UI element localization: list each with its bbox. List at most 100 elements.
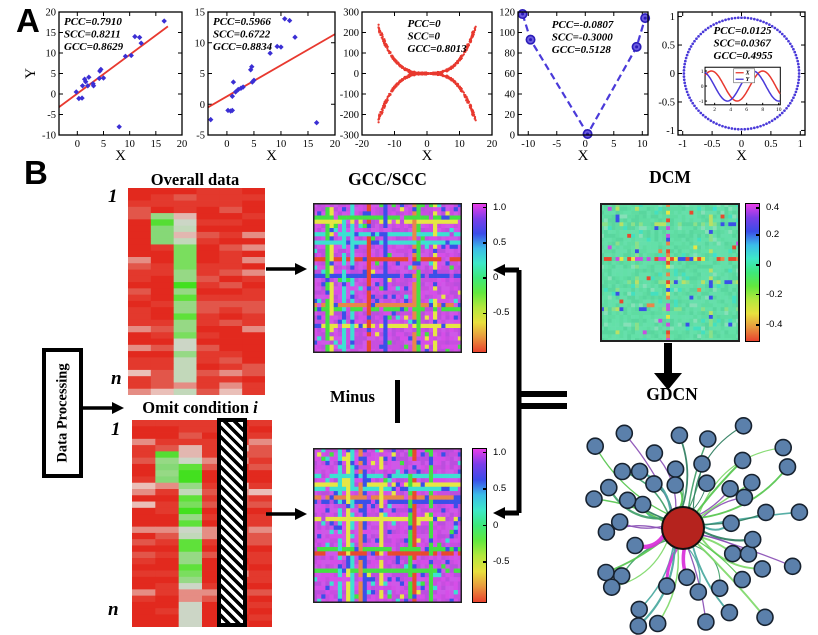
data-processing-label: Data Processing <box>54 363 70 463</box>
svg-text:5: 5 <box>101 139 106 150</box>
svg-text:80: 80 <box>505 49 516 60</box>
omit-condition-title: Omit condition i <box>116 399 284 416</box>
svg-text:GCC=0.4955: GCC=0.4955 <box>714 50 774 62</box>
svg-text:10: 10 <box>195 38 206 49</box>
svg-text:2: 2 <box>713 107 716 113</box>
svg-text:5: 5 <box>200 69 205 80</box>
svg-text:-10: -10 <box>521 139 535 150</box>
svg-text:GCC=0.8629: GCC=0.8629 <box>64 41 124 53</box>
omit-first-row-label: 1 <box>111 419 121 440</box>
svg-text:PCC=0.0125: PCC=0.0125 <box>714 25 772 37</box>
svg-text:6: 6 <box>745 107 748 113</box>
arrow-right-icon <box>266 508 307 520</box>
svg-text:10: 10 <box>46 49 57 60</box>
svg-text:-20: -20 <box>355 139 369 150</box>
omit-last-row-label: n <box>108 599 119 620</box>
colorbar-gcc-bottom: 1.0 0.5 0 -0.5 <box>472 448 509 603</box>
svg-text:0: 0 <box>51 90 56 101</box>
svg-text:-10: -10 <box>42 131 56 142</box>
gcc-scc-matrix-overall <box>313 203 463 358</box>
svg-text:60: 60 <box>505 69 516 80</box>
vshape-plot-4: -10 -5 0 5 10 0 20 40 60 80 100 120 PCC=-0.0807 SCC=-… <box>484 4 655 170</box>
svg-text:100: 100 <box>343 49 359 60</box>
svg-text:-5: -5 <box>552 139 561 150</box>
svg-text:4: 4 <box>729 107 732 113</box>
omit-condition-variable: i <box>253 398 258 417</box>
svg-text:-0.5: -0.5 <box>658 97 675 108</box>
scatter-plot-1: 0 5 10 15 20 -10 -5 0 5 10 15 20 PCC=0.7910 SCC=0.821… <box>23 4 189 170</box>
arrow-right-icon <box>83 402 124 414</box>
svg-text:5: 5 <box>611 139 616 150</box>
svg-text:10: 10 <box>276 139 287 150</box>
svg-text:-100: -100 <box>340 90 359 101</box>
svg-text:0: 0 <box>354 69 359 80</box>
svg-text:X: X <box>115 148 126 164</box>
colorbar-gcc-top: 1.0 0.5 0 -0.5 <box>472 202 509 353</box>
svg-text:120: 120 <box>499 8 515 19</box>
svg-text:GCC=0.5128: GCC=0.5128 <box>552 44 612 56</box>
curve-plot-3: -20 -10 0 10 20 -300 -200 -100 0 100 200 300 PCC=0 SC… <box>328 4 499 170</box>
svg-text:-1: -1 <box>666 126 675 137</box>
svg-text:X: X <box>736 148 747 164</box>
minus-bracket <box>493 264 522 519</box>
panel-a-label: A <box>16 2 40 39</box>
svg-text:SCC=0.8211: SCC=0.8211 <box>64 29 121 41</box>
svg-text:GCC=0.8834: GCC=0.8834 <box>213 41 273 53</box>
svg-text:200: 200 <box>343 28 359 39</box>
minus-operator-bar <box>395 380 400 423</box>
svg-text:-10: -10 <box>388 139 402 150</box>
svg-text:Y: Y <box>746 77 751 83</box>
colorbar-dcm: 0.4 0.2 0 -0.2 -0.4 <box>745 203 782 342</box>
overall-heatmap <box>128 188 266 400</box>
svg-text:10: 10 <box>124 139 135 150</box>
svg-text:1: 1 <box>798 139 803 150</box>
minus-label: Minus <box>330 387 375 406</box>
svg-text:300: 300 <box>343 8 359 19</box>
svg-text:-5: -5 <box>196 131 205 142</box>
svg-text:20: 20 <box>177 139 188 150</box>
svg-text:-300: -300 <box>340 131 359 142</box>
svg-text:SCC=0: SCC=0 <box>408 31 441 43</box>
svg-text:0.5: 0.5 <box>764 139 777 150</box>
svg-text:SCC=0.6722: SCC=0.6722 <box>213 29 271 41</box>
svg-text:-5: -5 <box>47 110 56 121</box>
svg-text:0: 0 <box>583 139 588 150</box>
svg-text:0: 0 <box>670 69 675 80</box>
arrow-right-icon <box>266 263 307 275</box>
svg-text:Y: Y <box>25 68 39 79</box>
svg-text:1: 1 <box>701 69 704 75</box>
arrow-down-icon <box>654 343 682 390</box>
svg-text:X: X <box>266 148 277 164</box>
equals-sign <box>521 403 567 409</box>
svg-text:X: X <box>745 71 751 77</box>
svg-text:8: 8 <box>761 107 764 113</box>
svg-text:15: 15 <box>151 139 162 150</box>
gcc-scc-title: GCC/SCC <box>348 169 427 189</box>
svg-text:5: 5 <box>51 69 56 80</box>
svg-text:0: 0 <box>200 100 205 111</box>
panel-b-label: B <box>24 154 48 191</box>
svg-text:-0.5: -0.5 <box>704 139 721 150</box>
gdcn-network-graph <box>580 400 818 635</box>
svg-text:PCC=0.7910: PCC=0.7910 <box>64 16 122 28</box>
svg-text:0: 0 <box>701 84 704 90</box>
svg-text:0: 0 <box>75 139 80 150</box>
scatter-plot-2: 0 5 10 15 20 -5 0 5 10 15 PCC=0.5966 SCC=0.6722 GCC=… <box>174 4 342 170</box>
overall-last-row-label: n <box>111 368 122 389</box>
overall-first-row-label: 1 <box>108 186 118 207</box>
svg-text:0: 0 <box>739 139 744 150</box>
svg-text:40: 40 <box>505 90 516 101</box>
svg-text:1: 1 <box>670 12 675 23</box>
omitted-column-hatch <box>217 418 247 627</box>
svg-text:10: 10 <box>637 139 648 150</box>
svg-text:PCC=0.5966: PCC=0.5966 <box>213 16 271 28</box>
overall-data-title: Overall data <box>150 170 240 189</box>
svg-text:5: 5 <box>251 139 256 150</box>
svg-text:15: 15 <box>303 139 314 150</box>
gcc-scc-matrix-omit <box>313 448 463 608</box>
svg-text:0: 0 <box>424 139 429 150</box>
svg-text:0: 0 <box>510 131 515 142</box>
omit-condition-heatmap <box>132 420 273 632</box>
dcm-title: DCM <box>649 167 691 187</box>
